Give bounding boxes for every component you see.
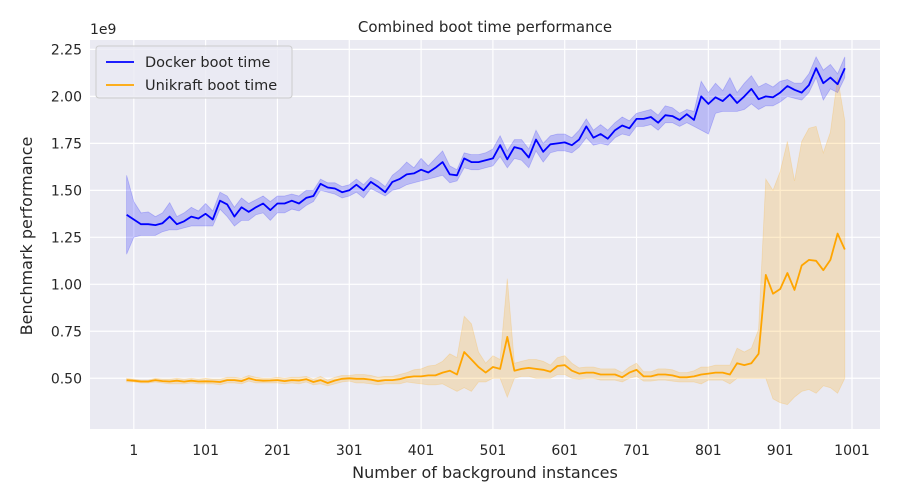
x-tick-label: 1001 xyxy=(834,443,870,459)
legend: Docker boot time Unikraft boot time xyxy=(95,45,293,99)
gridlines xyxy=(90,40,880,429)
x-tick-label: 401 xyxy=(408,443,435,459)
x-tick-labels: 1 101 201 301 401 501 601 701 801 901 1001 xyxy=(129,443,869,459)
docker-confidence-band xyxy=(126,55,846,255)
legend-label-unikraft: Unikraft boot time xyxy=(145,78,277,94)
y-tick-label: 1.50 xyxy=(51,183,82,199)
x-tick-label: 501 xyxy=(480,443,507,459)
unikraft-series-line xyxy=(126,232,846,384)
y-tick-label: 1.00 xyxy=(51,277,82,293)
y-tick-label: 2.00 xyxy=(51,89,82,105)
x-tick-label: 801 xyxy=(695,443,722,459)
x-tick-label: 1 xyxy=(129,443,138,459)
y-tick-label: 1.75 xyxy=(51,136,82,152)
series-lines xyxy=(126,67,846,384)
x-tick-label: 901 xyxy=(767,443,794,459)
x-tick-label: 601 xyxy=(551,443,578,459)
y-offset-text: 1e9 xyxy=(90,22,116,38)
legend-label-docker: Docker boot time xyxy=(145,55,270,71)
y-tick-label: 1.25 xyxy=(51,230,82,246)
x-tick-label: 701 xyxy=(623,443,650,459)
y-tick-label: 2.25 xyxy=(51,42,82,58)
x-axis-label: Number of background instances xyxy=(352,463,618,482)
docker-series-line xyxy=(126,67,846,227)
y-tick-label: 0.50 xyxy=(51,371,82,387)
x-tick-label: 301 xyxy=(336,443,363,459)
y-axis-label: Benchmark performance xyxy=(17,137,36,336)
legend-box xyxy=(95,45,293,99)
x-tick-label: 101 xyxy=(192,443,219,459)
y-tick-labels: 0.50 0.75 1.00 1.25 1.50 1.75 2.00 2.25 xyxy=(51,42,82,387)
chart-title: Combined boot time performance xyxy=(358,18,612,36)
unikraft-confidence-band xyxy=(126,77,846,406)
confidence-bands xyxy=(126,55,846,406)
x-tick-label: 201 xyxy=(264,443,291,459)
y-tick-label: 0.75 xyxy=(51,324,82,340)
